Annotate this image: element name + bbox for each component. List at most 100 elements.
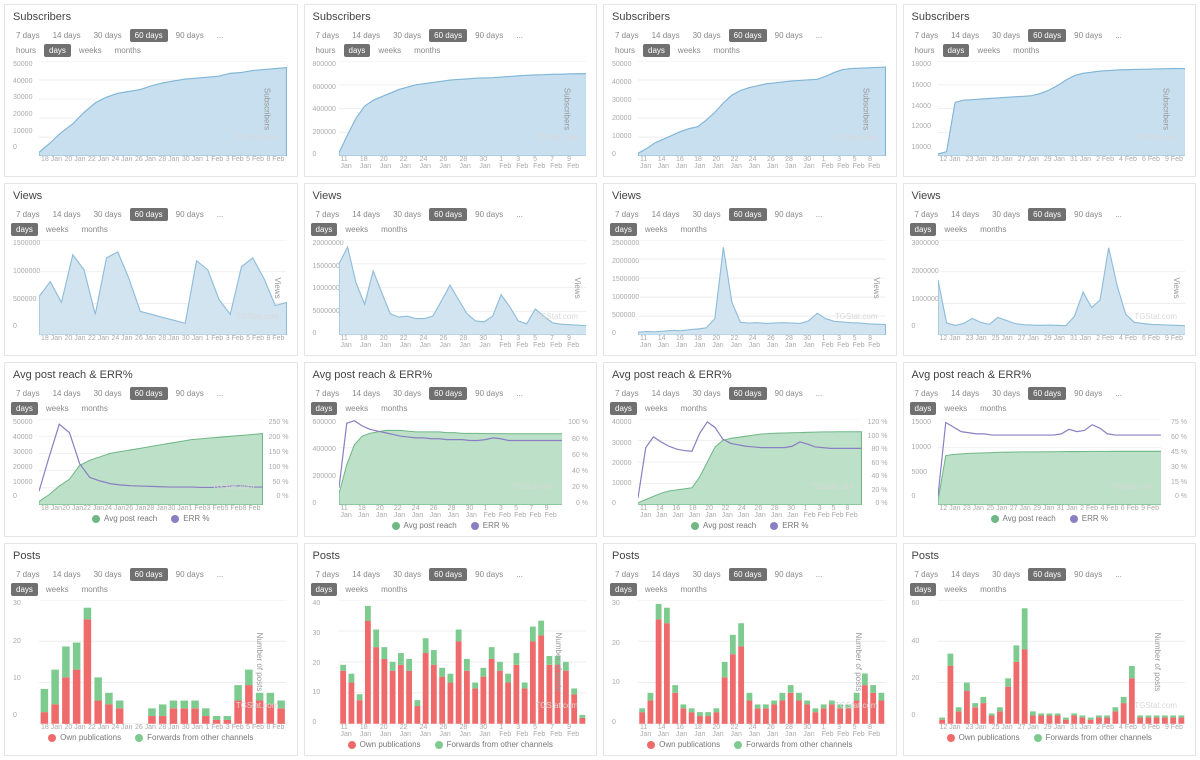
- range-btn[interactable]: 30 days: [987, 29, 1025, 42]
- range-btn[interactable]: 7 days: [910, 387, 944, 400]
- range-btn[interactable]: 60 days: [1028, 29, 1066, 42]
- range-btn[interactable]: 90 days: [470, 29, 508, 42]
- range-btn[interactable]: 30 days: [388, 29, 426, 42]
- gran-btn[interactable]: weeks: [640, 223, 673, 236]
- reach-chart[interactable]: [39, 419, 263, 505]
- subscribers-chart[interactable]: [938, 61, 1186, 156]
- range-btn[interactable]: ...: [212, 568, 229, 581]
- range-btn[interactable]: 60 days: [130, 208, 168, 221]
- range-btn[interactable]: ...: [212, 387, 229, 400]
- range-btn[interactable]: 14 days: [647, 568, 685, 581]
- views-chart[interactable]: [39, 240, 287, 335]
- range-btn[interactable]: 60 days: [130, 568, 168, 581]
- range-btn[interactable]: ...: [1110, 29, 1127, 42]
- range-btn[interactable]: 60 days: [429, 29, 467, 42]
- gran-btn[interactable]: months: [975, 402, 1011, 415]
- range-btn[interactable]: 60 days: [130, 387, 168, 400]
- range-btn[interactable]: 14 days: [647, 387, 685, 400]
- range-btn[interactable]: 30 days: [987, 568, 1025, 581]
- range-btn[interactable]: 7 days: [311, 387, 345, 400]
- gran-btn[interactable]: months: [676, 583, 712, 596]
- gran-btn[interactable]: months: [676, 223, 712, 236]
- range-btn[interactable]: 60 days: [1028, 568, 1066, 581]
- range-btn[interactable]: ...: [811, 208, 828, 221]
- gran-btn[interactable]: hours: [311, 44, 341, 57]
- gran-btn[interactable]: months: [110, 44, 146, 57]
- gran-btn[interactable]: days: [610, 402, 637, 415]
- range-btn[interactable]: 30 days: [987, 387, 1025, 400]
- gran-btn[interactable]: months: [709, 44, 745, 57]
- range-btn[interactable]: ...: [1110, 568, 1127, 581]
- range-btn[interactable]: 90 days: [770, 208, 808, 221]
- range-btn[interactable]: 60 days: [1028, 208, 1066, 221]
- range-btn[interactable]: 30 days: [688, 29, 726, 42]
- range-btn[interactable]: 60 days: [729, 208, 767, 221]
- gran-btn[interactable]: months: [1008, 44, 1044, 57]
- range-btn[interactable]: 90 days: [770, 29, 808, 42]
- range-btn[interactable]: 90 days: [770, 568, 808, 581]
- range-btn[interactable]: 14 days: [647, 208, 685, 221]
- range-btn[interactable]: 14 days: [946, 387, 984, 400]
- range-btn[interactable]: 60 days: [1028, 387, 1066, 400]
- range-btn[interactable]: 14 days: [647, 29, 685, 42]
- gran-btn[interactable]: weeks: [939, 402, 972, 415]
- subscribers-chart[interactable]: [638, 61, 886, 156]
- gran-btn[interactable]: months: [676, 402, 712, 415]
- range-btn[interactable]: 30 days: [388, 387, 426, 400]
- gran-btn[interactable]: months: [409, 44, 445, 57]
- range-btn[interactable]: 60 days: [429, 208, 467, 221]
- posts-chart[interactable]: [339, 600, 587, 724]
- range-btn[interactable]: 7 days: [610, 29, 644, 42]
- gran-btn[interactable]: weeks: [373, 44, 406, 57]
- gran-btn[interactable]: hours: [11, 44, 41, 57]
- range-btn[interactable]: 7 days: [311, 208, 345, 221]
- range-btn[interactable]: ...: [511, 208, 528, 221]
- gran-btn[interactable]: months: [975, 223, 1011, 236]
- reach-chart[interactable]: [938, 419, 1162, 505]
- gran-btn[interactable]: days: [943, 44, 970, 57]
- range-btn[interactable]: 90 days: [1069, 568, 1107, 581]
- range-btn[interactable]: 60 days: [729, 387, 767, 400]
- range-btn[interactable]: 7 days: [610, 568, 644, 581]
- gran-btn[interactable]: months: [975, 583, 1011, 596]
- gran-btn[interactable]: weeks: [340, 402, 373, 415]
- range-btn[interactable]: 7 days: [910, 29, 944, 42]
- gran-btn[interactable]: days: [643, 44, 670, 57]
- range-btn[interactable]: 90 days: [1069, 29, 1107, 42]
- range-btn[interactable]: 30 days: [89, 208, 127, 221]
- range-btn[interactable]: 90 days: [470, 208, 508, 221]
- gran-btn[interactable]: days: [910, 583, 937, 596]
- range-btn[interactable]: 7 days: [610, 387, 644, 400]
- gran-btn[interactable]: hours: [610, 44, 640, 57]
- posts-chart[interactable]: [39, 600, 287, 724]
- range-btn[interactable]: 90 days: [470, 387, 508, 400]
- range-btn[interactable]: ...: [212, 29, 229, 42]
- range-btn[interactable]: 60 days: [130, 29, 168, 42]
- range-btn[interactable]: 14 days: [48, 29, 86, 42]
- range-btn[interactable]: 30 days: [89, 387, 127, 400]
- range-btn[interactable]: 30 days: [388, 208, 426, 221]
- range-btn[interactable]: ...: [1110, 387, 1127, 400]
- gran-btn[interactable]: months: [77, 402, 113, 415]
- range-btn[interactable]: ...: [811, 29, 828, 42]
- gran-btn[interactable]: days: [910, 223, 937, 236]
- gran-btn[interactable]: hours: [910, 44, 940, 57]
- range-btn[interactable]: 7 days: [910, 208, 944, 221]
- gran-btn[interactable]: months: [376, 223, 412, 236]
- range-btn[interactable]: 14 days: [347, 568, 385, 581]
- range-btn[interactable]: 14 days: [946, 208, 984, 221]
- range-btn[interactable]: 7 days: [311, 29, 345, 42]
- gran-btn[interactable]: weeks: [340, 583, 373, 596]
- gran-btn[interactable]: weeks: [41, 223, 74, 236]
- gran-btn[interactable]: days: [610, 583, 637, 596]
- range-btn[interactable]: 14 days: [347, 387, 385, 400]
- gran-btn[interactable]: days: [610, 223, 637, 236]
- gran-btn[interactable]: weeks: [972, 44, 1005, 57]
- range-btn[interactable]: 14 days: [946, 568, 984, 581]
- range-btn[interactable]: ...: [811, 568, 828, 581]
- range-btn[interactable]: 30 days: [688, 387, 726, 400]
- range-btn[interactable]: 90 days: [171, 568, 209, 581]
- gran-btn[interactable]: weeks: [41, 402, 74, 415]
- range-btn[interactable]: 7 days: [610, 208, 644, 221]
- gran-btn[interactable]: days: [11, 223, 38, 236]
